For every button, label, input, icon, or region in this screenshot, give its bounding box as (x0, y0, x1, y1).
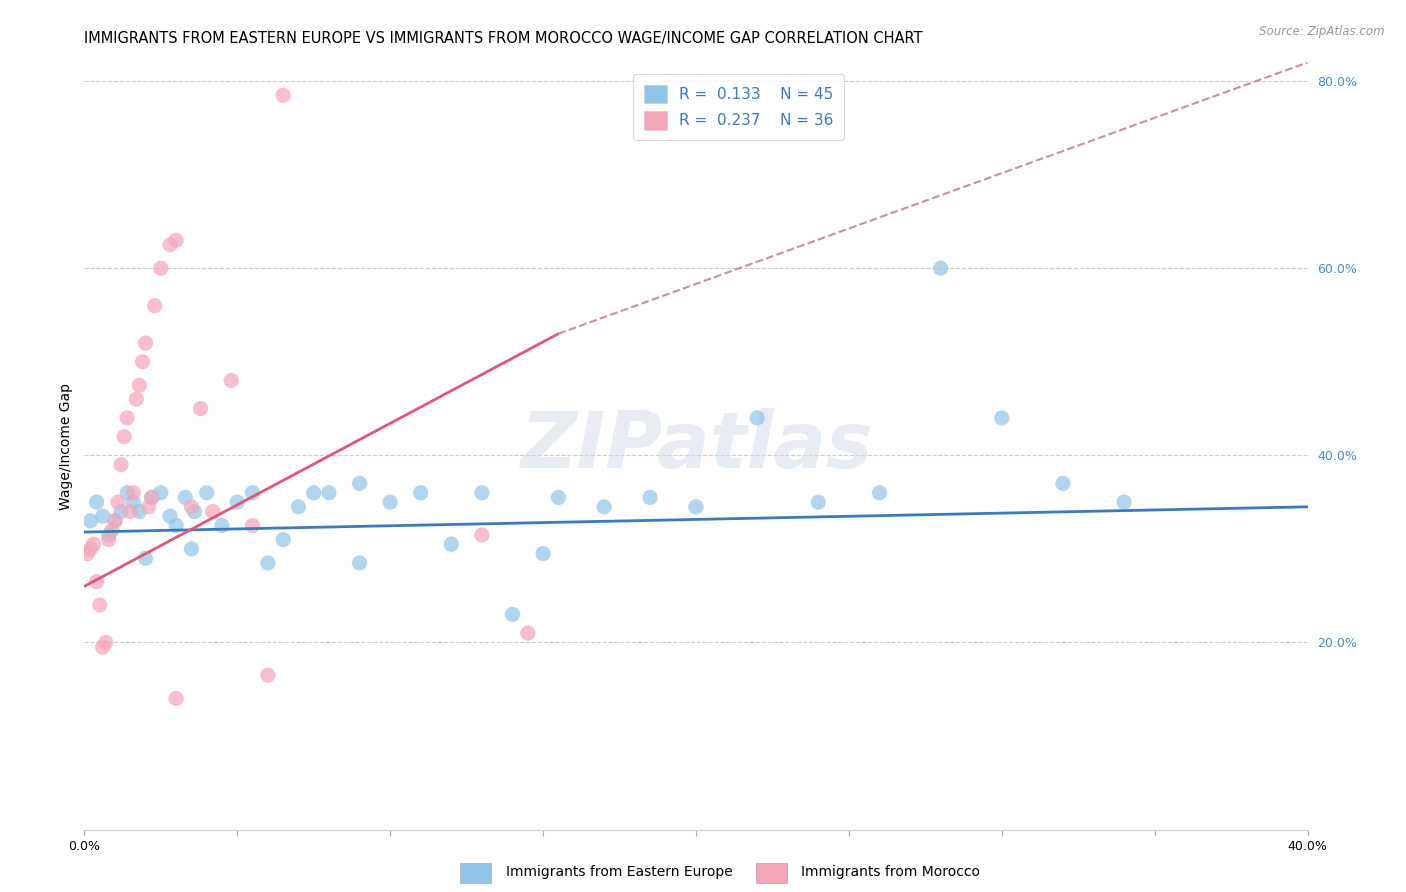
Point (149, 261, 172, 276)
Point (685, 500, 707, 514)
Point (141, 491, 163, 505)
Point (257, 556, 280, 570)
Point (159, 238, 181, 252)
Point (242, 485, 264, 500)
Point (929, 261, 952, 276)
Point (471, 528, 494, 542)
Point (101, 523, 124, 537)
Point (131, 355, 153, 369)
Point (79, 514, 101, 528)
Point (141, 491, 163, 505)
Point (257, 668, 280, 682)
Point (128, 378, 150, 392)
Point (180, 500, 202, 514)
Point (195, 485, 218, 500)
Text: Source: ZipAtlas.com: Source: ZipAtlas.com (1260, 25, 1385, 38)
Point (638, 491, 661, 505)
Point (149, 485, 172, 500)
Point (349, 476, 371, 491)
Point (86, 495, 108, 509)
Text: ZIPatlas: ZIPatlas (520, 408, 872, 484)
Point (991, 411, 1014, 425)
Point (135, 336, 157, 351)
Point (1052, 476, 1074, 491)
Text: IMMIGRANTS FROM EASTERN EUROPE VS IMMIGRANTS FROM MOROCCO WAGE/INCOME GAP CORREL: IMMIGRANTS FROM EASTERN EUROPE VS IMMIGR… (84, 31, 922, 46)
Text: Immigrants from Morocco: Immigrants from Morocco (801, 865, 980, 880)
Point (110, 458, 132, 472)
Point (110, 504, 132, 518)
Point (122, 495, 145, 509)
Point (135, 551, 157, 566)
Point (115, 411, 138, 425)
Point (869, 485, 891, 500)
Point (190, 401, 212, 416)
Point (104, 514, 127, 528)
Point (271, 88, 294, 103)
Point (302, 485, 325, 500)
Point (97, 533, 120, 547)
Point (440, 537, 463, 551)
Point (83, 537, 105, 551)
Point (502, 607, 524, 622)
Point (183, 504, 205, 518)
Point (115, 485, 138, 500)
Point (174, 491, 197, 505)
Point (159, 509, 181, 524)
Point (143, 299, 166, 313)
Point (471, 485, 494, 500)
Point (112, 430, 135, 444)
Y-axis label: Wage/Income Gap: Wage/Income Gap (59, 383, 73, 509)
Point (531, 547, 554, 561)
Point (128, 504, 150, 518)
Point (211, 518, 233, 533)
Point (97, 528, 120, 542)
Point (516, 626, 538, 640)
Point (91, 509, 114, 524)
Point (91, 640, 114, 654)
Point (380, 495, 402, 509)
Point (349, 556, 371, 570)
Point (287, 500, 309, 514)
Point (89, 598, 111, 612)
Point (807, 495, 830, 509)
Point (125, 392, 148, 407)
Point (122, 485, 145, 500)
Point (94, 635, 117, 649)
Point (120, 504, 142, 518)
Text: Immigrants from Eastern Europe: Immigrants from Eastern Europe (506, 865, 733, 880)
Point (226, 495, 249, 509)
Point (593, 500, 616, 514)
Point (138, 500, 160, 514)
Point (747, 411, 769, 425)
Point (79, 541, 101, 556)
Point (201, 504, 224, 518)
Point (76, 547, 98, 561)
Point (271, 533, 294, 547)
Point (86, 574, 108, 589)
Point (165, 233, 187, 247)
Point (318, 485, 340, 500)
Point (409, 485, 432, 500)
Point (107, 495, 129, 509)
Point (104, 514, 127, 528)
Point (242, 518, 264, 533)
Point (165, 518, 187, 533)
Point (180, 541, 202, 556)
Point (219, 374, 242, 388)
Point (547, 491, 569, 505)
Point (1114, 495, 1136, 509)
Point (165, 691, 187, 706)
Legend: R =  0.133    N = 45, R =  0.237    N = 36: R = 0.133 N = 45, R = 0.237 N = 36 (633, 74, 844, 140)
